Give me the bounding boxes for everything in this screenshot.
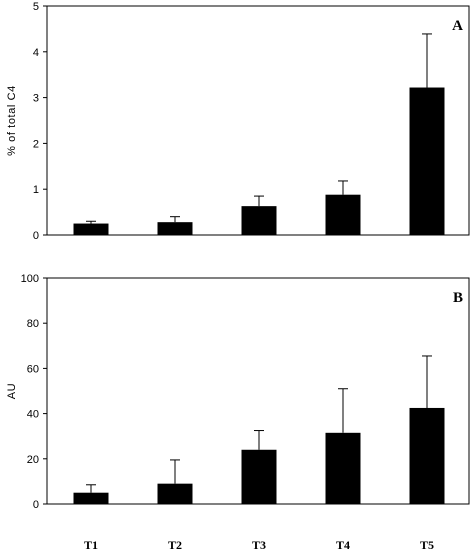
panel-b-y-tick-label: 80 <box>27 318 39 330</box>
panel-a-bar-t2 <box>157 222 193 235</box>
panel-a-y-tick-label: 4 <box>33 47 39 59</box>
panel-b-label: B <box>453 290 463 306</box>
panel-b-y-tick-label: 40 <box>27 409 39 421</box>
panel-b-bar-t1 <box>73 492 109 504</box>
panel-b-category-label-t2: T2 <box>168 538 182 551</box>
panel-b-y-tick-label: 100 <box>21 273 39 285</box>
panel-b-bar-t2 <box>157 483 193 504</box>
panel-a-y-tick-label: 2 <box>33 138 39 150</box>
panel-b-category-label-t3: T3 <box>252 538 266 551</box>
panel-b-y-axis-title: AU <box>6 383 18 399</box>
panel-a-y-tick-label: 1 <box>33 184 39 196</box>
panel-a-bar-t4 <box>325 194 361 235</box>
panel-b-y-tick-label: 60 <box>27 363 39 375</box>
panel-a-bar-t3 <box>241 206 277 235</box>
panel-a-bar-t1 <box>73 223 109 235</box>
panel-a-y-tick-label: 3 <box>33 93 39 105</box>
panel-b-bar-t3 <box>241 449 277 504</box>
panel-a-y-axis-title: % of total C4 <box>6 85 18 156</box>
panel-a-label: A <box>452 18 463 34</box>
panel-a-frame <box>46 5 470 236</box>
panel-b-category-label-t1: T1 <box>84 538 98 551</box>
panel-a-y-tick-label: 0 <box>33 230 39 242</box>
panel-b-y-tick-label: 20 <box>27 454 39 466</box>
panel-b-category-label-t5: T5 <box>420 538 434 551</box>
panel-a-bar-t5 <box>409 87 445 235</box>
panel-b-bar-t4 <box>325 432 361 504</box>
panel-b-y-tick-label: 0 <box>33 499 39 511</box>
panel-b-bar-t5 <box>409 407 445 504</box>
panel-a-y-tick-label: 5 <box>33 1 39 13</box>
panel-b-category-label-t4: T4 <box>336 538 350 551</box>
